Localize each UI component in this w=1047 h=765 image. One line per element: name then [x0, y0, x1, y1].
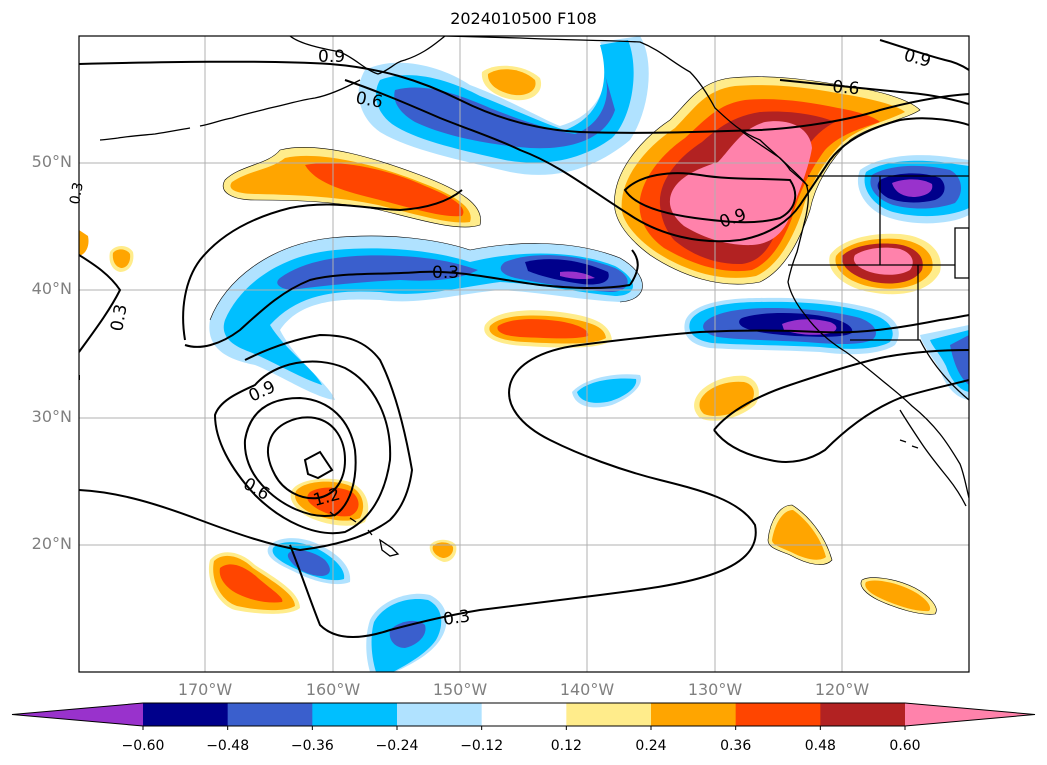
lat-label: 20°N [31, 534, 72, 553]
colorbar-tick-label: 0.12 [550, 738, 582, 754]
graticule [79, 36, 969, 672]
lon-label: 120°W [814, 680, 870, 699]
colorbar-tick-label: 0.36 [720, 738, 752, 754]
contour-label: 0.6 [354, 88, 384, 112]
colorbar-segment [820, 703, 906, 726]
lon-label: 150°W [432, 680, 488, 699]
anomaly-fill-layer [79, 36, 969, 672]
colorbar-segment [143, 703, 229, 726]
map-title: 2024010500 F108 [450, 9, 597, 28]
contour-label: 0.3 [107, 303, 131, 333]
colorbar-segment [735, 703, 821, 726]
colorbar-tick-label: −0.60 [121, 738, 165, 754]
colorbar-segment [227, 703, 313, 726]
coastlines [99, 36, 969, 557]
colorbar-segment [651, 703, 737, 726]
colorbar [11, 702, 1036, 730]
colorbar-tick-label: 0.60 [889, 738, 921, 754]
colorbar-segment [397, 703, 483, 726]
contour-label: 0.3 [432, 263, 459, 283]
colorbar-tick-label: 0.48 [804, 738, 836, 754]
colorbar-tick-label: −0.36 [290, 738, 334, 754]
colorbar-segment [481, 703, 567, 726]
colorbar-tick-label: 0.24 [635, 738, 667, 754]
lat-label: 50°N [31, 152, 72, 171]
lat-label: 40°N [31, 279, 72, 298]
map-plot-area [79, 36, 969, 672]
contour-label: 0.6 [832, 77, 861, 99]
contour-label: 0.9 [318, 47, 345, 67]
colorbar-tick-label: −0.12 [460, 738, 504, 754]
lon-label: 170°W [177, 680, 233, 699]
colorbar-tick-label: −0.24 [375, 738, 419, 754]
colorbar-extend-min [12, 703, 143, 726]
colorbar-extend-max [905, 703, 1035, 726]
colorbar-tick-label: −0.48 [206, 738, 250, 754]
lon-label: 130°W [687, 680, 743, 699]
contour-label: 0.3 [442, 606, 472, 630]
plot-frame [78, 35, 970, 673]
lon-label: 160°W [305, 680, 361, 699]
lat-label: 30°N [31, 407, 72, 426]
colorbar-segment [566, 703, 652, 726]
colorbar-segment [312, 703, 398, 726]
contour-label: 0.3 [67, 181, 87, 206]
contour-lines [79, 39, 969, 638]
lon-label: 140°W [559, 680, 615, 699]
